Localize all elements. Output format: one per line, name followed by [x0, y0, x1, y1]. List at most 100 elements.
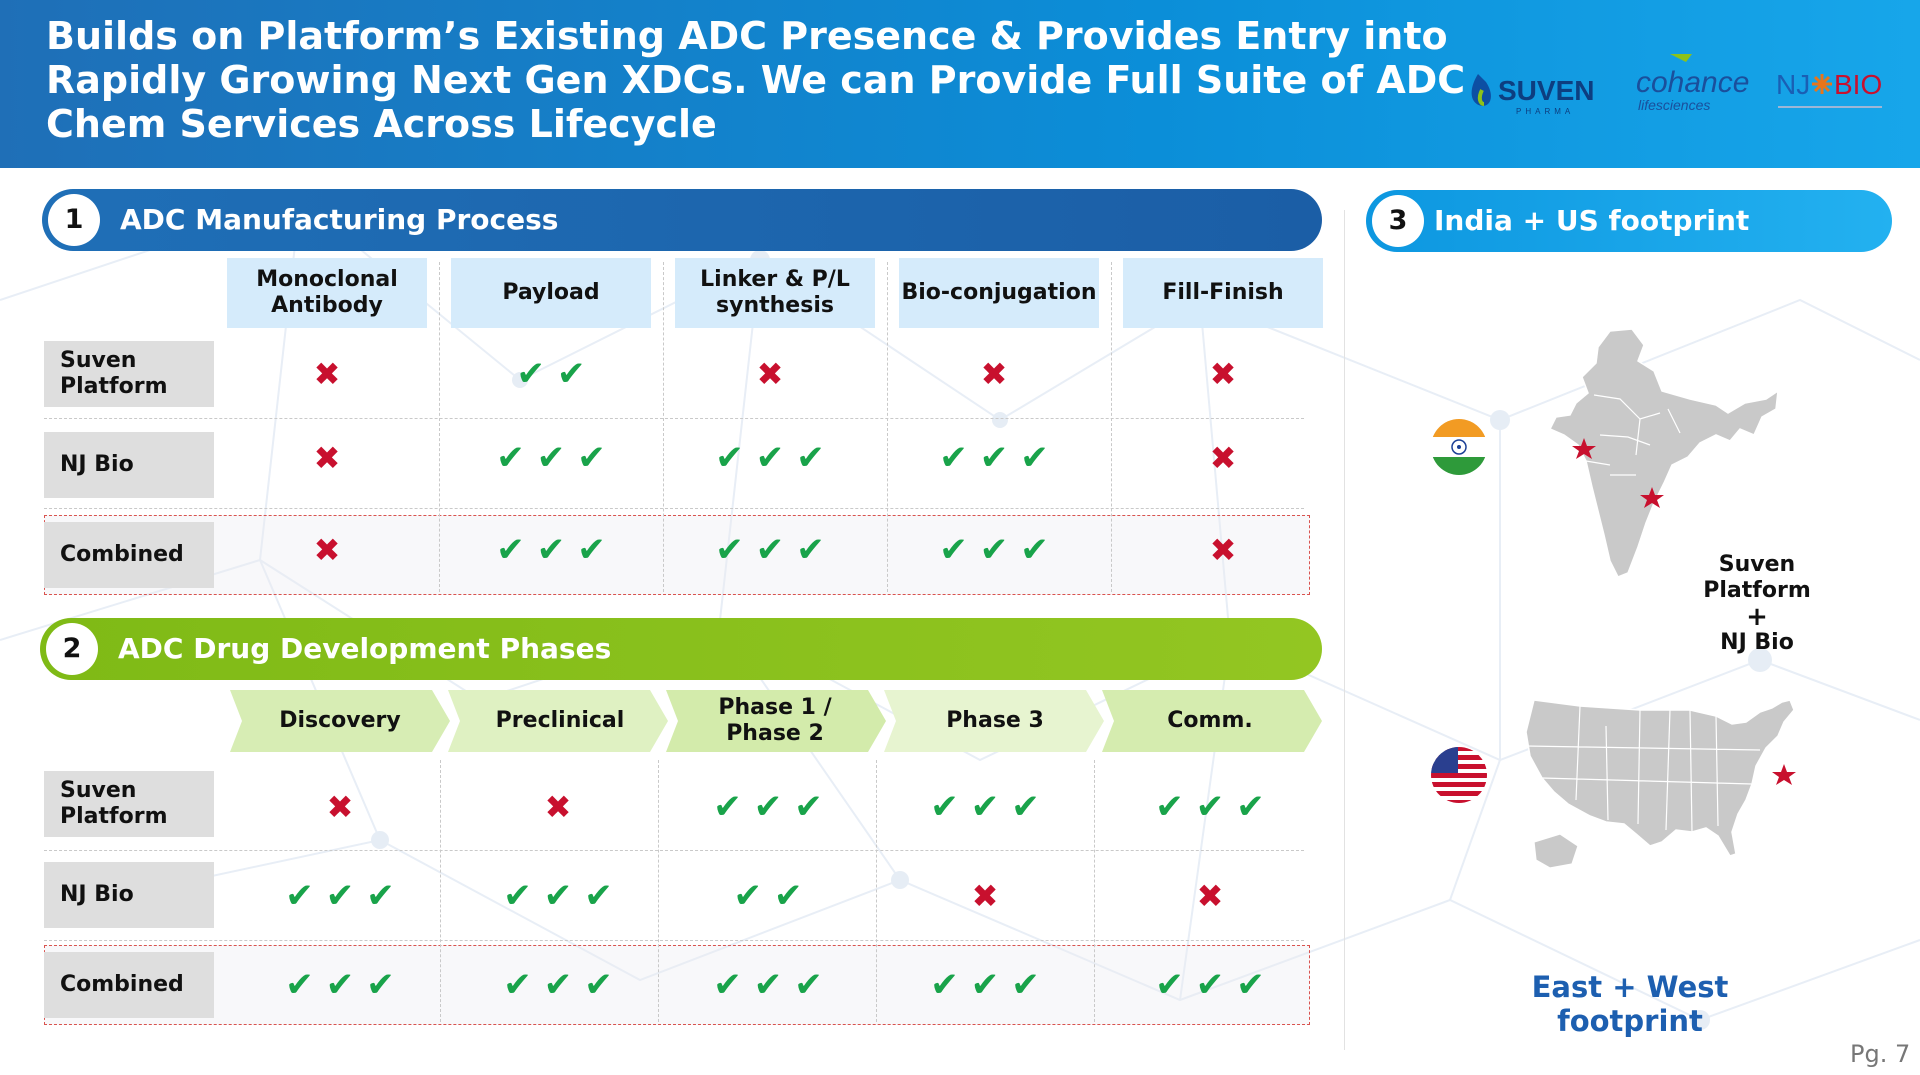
s1-col-header-2: Payload [451, 258, 651, 328]
check-icon: ✔ [543, 876, 573, 916]
cohance-logo: cohance lifesciences [1636, 54, 1749, 113]
check-icon: ✔ [796, 530, 825, 570]
chevron-shape [666, 690, 886, 752]
check-icon: ✔ [755, 530, 785, 570]
s2-cell-r3-c3: ✔ ✔ ✔ [668, 965, 868, 1005]
check-icon: ✔ [930, 787, 959, 827]
us-flag-icon [1431, 747, 1487, 803]
section2-header: 2 ADC Drug Development Phases [40, 618, 1322, 680]
s1-cell-r3-c2: ✔ ✔ ✔ [451, 530, 651, 570]
check-icon: ✔ [536, 438, 566, 478]
location-star-icon [1640, 487, 1664, 508]
cross-icon: ✖ [326, 788, 354, 826]
cross-icon: ✖ [313, 355, 341, 393]
check-icon: ✔ [753, 787, 783, 827]
combined-platform-label: Suven Platform + NJ Bio [1690, 552, 1824, 656]
s2-combined-highlight [44, 945, 1310, 1025]
section2-number: 2 [46, 623, 98, 675]
check-icon: ✔ [543, 965, 573, 1005]
cross-icon: ✖ [1196, 877, 1224, 915]
s1-cell-r2-c1: ✖ [227, 438, 427, 478]
check-icon: ✔ [503, 876, 532, 916]
s2-row-label-suven: Suven Platform [44, 771, 214, 837]
s1-cell-r3-c1: ✖ [227, 530, 427, 570]
divider [887, 262, 888, 592]
check-icon: ✔ [366, 965, 395, 1005]
s2-cell-r1-c2: ✖ [458, 787, 658, 827]
check-icon: ✔ [503, 965, 532, 1005]
check-icon: ✔ [970, 965, 1000, 1005]
cohance-logo-subtext: lifesciences [1638, 97, 1710, 113]
check-icon: ✔ [285, 965, 314, 1005]
cross-icon: ✖ [313, 439, 341, 477]
east-west-footprint-label: East + West footprint [1531, 970, 1729, 1038]
s2-cell-r3-c5: ✔ ✔ ✔ [1110, 965, 1310, 1005]
check-icon: ✔ [1011, 965, 1040, 1005]
divider [44, 418, 1304, 419]
divider [44, 850, 1304, 851]
india-flag-icon [1431, 419, 1487, 475]
s2-row-label-combined: Combined [44, 952, 214, 1018]
divider [1111, 262, 1112, 592]
s1-cell-r1-c5: ✖ [1123, 354, 1323, 394]
check-icon: ✔ [755, 438, 785, 478]
check-icon: ✔ [366, 876, 395, 916]
check-icon: ✔ [939, 530, 968, 570]
section1-header: 1 ADC Manufacturing Process [42, 189, 1322, 251]
section1-title: ADC Manufacturing Process [120, 203, 559, 236]
section2-title: ADC Drug Development Phases [118, 632, 612, 665]
s1-col-header-5: Fill-Finish [1123, 258, 1323, 328]
check-icon: ✔ [577, 438, 606, 478]
check-icon: ✔ [970, 787, 1000, 827]
check-icon: ✔ [1020, 438, 1049, 478]
chevron-shape [230, 690, 450, 752]
location-star-icon [1772, 764, 1796, 785]
section1-number: 1 [48, 194, 100, 246]
chevron-shape [1102, 690, 1322, 752]
s1-cell-r1-c2: ✔ ✔ [451, 354, 651, 394]
section3-title: India + US footprint [1434, 204, 1750, 237]
s1-col-header-1: Monoclonal Antibody [227, 258, 427, 328]
s1-combined-highlight [44, 515, 1310, 595]
check-icon: ✔ [979, 438, 1009, 478]
combined-line-suven: Suven [1718, 552, 1796, 577]
s2-cell-r2-c4: ✖ [885, 876, 1085, 916]
section-divider [1344, 210, 1345, 1050]
check-icon: ✔ [774, 876, 803, 916]
cross-icon: ✖ [980, 355, 1008, 393]
check-icon: ✔ [794, 965, 823, 1005]
cross-icon: ✖ [1209, 355, 1237, 393]
location-star-icon [1572, 438, 1596, 459]
s2-phase-chevrons [230, 690, 1322, 752]
njbio-logo-right-text: BIO [1834, 69, 1882, 100]
page-title: Builds on Platform’s Existing ADC Presen… [46, 14, 1465, 146]
njbio-logo: NJ BIO [1776, 69, 1882, 108]
divider [44, 940, 1304, 941]
check-icon: ✔ [496, 438, 525, 478]
s2-cell-r1-c4: ✔ ✔ ✔ [885, 787, 1085, 827]
njbio-logo-left-text: NJ [1776, 69, 1810, 100]
check-icon: ✔ [325, 876, 355, 916]
check-icon: ✔ [285, 876, 314, 916]
s2-cell-r1-c3: ✔ ✔ ✔ [668, 787, 868, 827]
divider [44, 508, 1304, 509]
check-icon: ✔ [1236, 787, 1265, 827]
cross-icon: ✖ [544, 788, 572, 826]
divider [663, 262, 664, 592]
check-icon: ✔ [516, 354, 546, 394]
check-icon: ✔ [713, 787, 742, 827]
s1-cell-r3-c3: ✔ ✔ ✔ [670, 530, 870, 570]
check-icon: ✔ [325, 965, 355, 1005]
s2-row-label-njbio: NJ Bio [44, 862, 214, 928]
s1-cell-r2-c2: ✔ ✔ ✔ [451, 438, 651, 478]
s2-cell-r1-c5: ✔ ✔ ✔ [1110, 787, 1310, 827]
check-icon: ✔ [1155, 965, 1184, 1005]
check-icon: ✔ [1236, 965, 1265, 1005]
s2-cell-r2-c5: ✖ [1110, 876, 1310, 916]
chevron-shape [448, 690, 668, 752]
cross-icon: ✖ [313, 531, 341, 569]
s1-cell-r1-c4: ✖ [894, 354, 1094, 394]
check-icon: ✔ [584, 876, 613, 916]
check-icon: ✔ [715, 530, 744, 570]
combined-line-platform: Platform [1703, 578, 1811, 603]
